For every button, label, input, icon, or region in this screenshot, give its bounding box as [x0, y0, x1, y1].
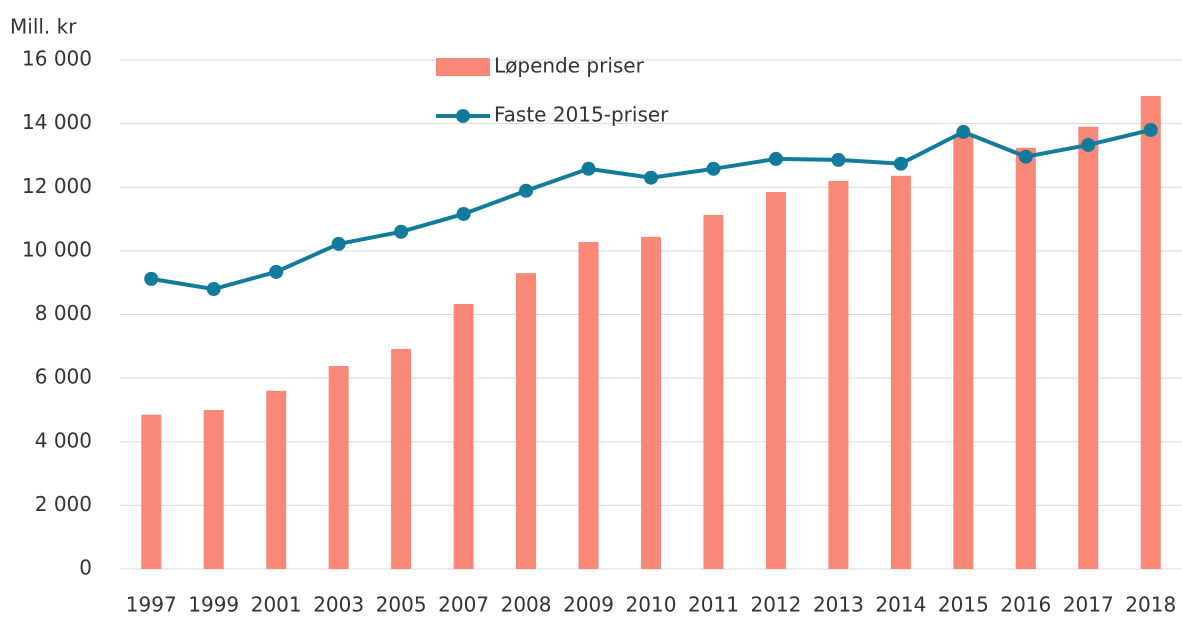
x-tick-label: 1999 [188, 593, 239, 617]
marker [644, 170, 658, 185]
x-tick-label: 2009 [563, 593, 614, 617]
marker [768, 151, 783, 166]
bar [516, 273, 537, 569]
y-tick-label: 6 000 [35, 365, 92, 389]
bar [453, 304, 474, 569]
x-tick-label: 2010 [626, 593, 677, 617]
y-tick-label: 10 000 [22, 237, 92, 261]
bar [953, 134, 974, 569]
marker [331, 236, 346, 251]
x-tick-label: 1997 [126, 593, 177, 617]
marker [394, 224, 409, 239]
bar [1078, 126, 1099, 570]
marker [269, 264, 284, 279]
marker [893, 156, 908, 171]
bar [203, 409, 224, 569]
marker [706, 161, 721, 176]
y-tick-label: 16 000 [22, 47, 92, 71]
x-tick-label: 2017 [1063, 593, 1114, 617]
x-tick-label: 2018 [1125, 593, 1176, 617]
marker [1018, 149, 1033, 164]
bar [1015, 147, 1036, 570]
x-tick-label: 2014 [875, 593, 926, 617]
x-tick-label: 2007 [438, 593, 489, 617]
y-tick-label: 8 000 [35, 301, 92, 325]
y-axis-label: Mill. kr [10, 15, 77, 39]
marker [831, 152, 846, 167]
bar [703, 214, 724, 569]
legend-swatch [436, 58, 490, 76]
x-tick-label: 2008 [501, 593, 552, 617]
x-tick-label: 2012 [750, 593, 801, 617]
y-tick-label: 12 000 [22, 174, 92, 198]
x-tick-label: 2015 [938, 593, 989, 617]
bar [391, 348, 412, 569]
bar [1140, 95, 1161, 570]
legend-swatch [456, 109, 470, 123]
bar [765, 192, 786, 569]
marker [1081, 137, 1096, 152]
bar [578, 241, 599, 569]
x-tick-label: 2005 [376, 593, 427, 617]
y-tick-label: 14 000 [22, 110, 92, 134]
marker [206, 282, 221, 297]
marker [1143, 122, 1158, 137]
bar [890, 175, 911, 570]
bar [641, 236, 661, 569]
x-tick-label: 2003 [313, 593, 364, 617]
y-tick-label: 2 000 [35, 492, 92, 516]
legend-label: Faste 2015-priser [494, 103, 669, 127]
marker [581, 161, 596, 176]
marker [519, 183, 534, 198]
bar [141, 414, 162, 569]
bar [828, 180, 849, 569]
bar [328, 366, 349, 569]
x-tick-label: 2016 [1000, 593, 1051, 617]
x-tick-label: 2011 [688, 593, 739, 617]
x-tick-label: 2013 [813, 593, 864, 617]
marker [956, 124, 971, 139]
legend-label: Løpende priser [494, 54, 645, 78]
x-tick-label: 2001 [251, 593, 302, 617]
bar [266, 390, 287, 569]
y-tick-label: 0 [79, 556, 92, 580]
y-tick-label: 4 000 [35, 428, 92, 452]
marker [144, 271, 159, 286]
marker [456, 206, 471, 221]
